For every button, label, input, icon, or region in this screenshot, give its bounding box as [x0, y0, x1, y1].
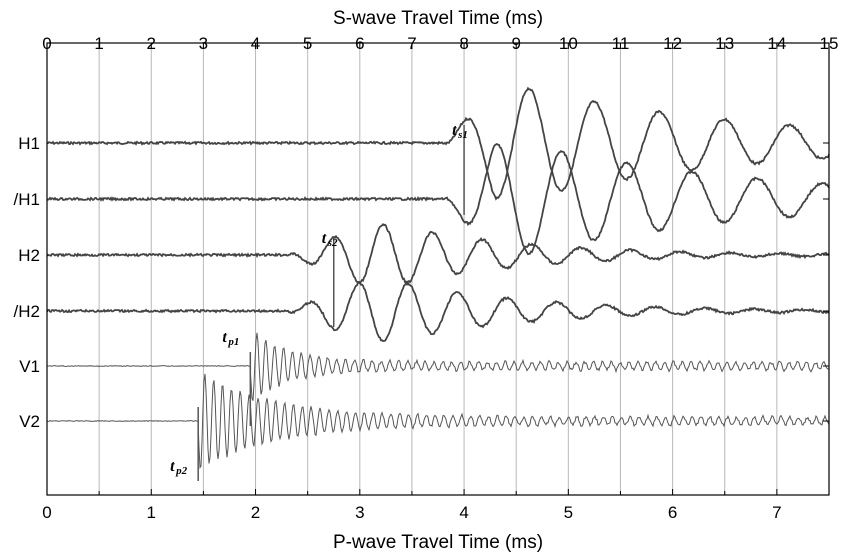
bottom-tick-label: 4	[459, 503, 468, 522]
bottom-tick-label: 2	[251, 503, 260, 522]
pick-label-sub-s2: s2	[327, 237, 338, 249]
top-tick-label: 15	[820, 34, 839, 53]
bottom-tick-label: 6	[668, 503, 677, 522]
top-tick-label: 1	[94, 34, 103, 53]
pick-label-sub-p1: p1	[227, 336, 239, 348]
plot-frame	[46, 42, 830, 496]
trace-label-inv-h1: /H1	[14, 190, 40, 209]
label-layer: 0 1 2 3 4 5 6 7 8 9 10 11 12 13 14 150 1 2 3 4 5 6 7H1/H1H2/H2…	[14, 34, 839, 522]
pick-layer	[197, 125, 465, 481]
top-tick-label: 11	[612, 34, 630, 53]
top-tick-label: 5	[303, 34, 312, 53]
bottom-tick-label: 5	[564, 503, 573, 522]
trace-h1	[46, 86, 830, 201]
top-tick-label: 14	[767, 34, 786, 53]
trace-v2	[46, 373, 830, 469]
bottom-tick-label: 1	[147, 503, 156, 522]
tick-layer	[46, 43, 830, 495]
trace-v1	[46, 332, 830, 401]
bottom-tick-label: 0	[42, 503, 51, 522]
pick-label-p1: t	[222, 329, 227, 346]
top-tick-label: 2	[147, 34, 156, 53]
pick-label-sub-s1: s1	[457, 129, 468, 141]
top-tick-label: 6	[355, 34, 364, 53]
trace-label-h2: H2	[18, 246, 40, 265]
trace-label-inv-h2: /H2	[14, 302, 40, 321]
trace-label-v2: V2	[19, 412, 40, 431]
pick-label-sub-p2: p2	[175, 465, 188, 477]
trace-inv-h1	[46, 143, 830, 256]
top-tick-label: 7	[407, 34, 416, 53]
top-tick-label: 12	[663, 34, 682, 53]
top-tick-label: 10	[559, 34, 578, 53]
trace-label-v1: V1	[19, 357, 40, 376]
grid-layer	[98, 43, 778, 495]
top-tick-label: 0	[42, 34, 51, 53]
bottom-axis-title: P-wave Travel Time (ms)	[333, 532, 543, 553]
top-tick-label: 9	[511, 34, 520, 53]
trace-label-h1: H1	[18, 134, 40, 153]
top-tick-label: 3	[199, 34, 208, 53]
bottom-tick-label: 3	[355, 503, 364, 522]
trace-layer	[46, 86, 830, 469]
top-tick-label: 4	[251, 34, 260, 53]
bottom-tick-label: 7	[772, 503, 781, 522]
top-axis-title: S-wave Travel Time (ms)	[333, 8, 543, 29]
pick-label-s1: t	[452, 122, 457, 139]
top-tick-label: 8	[459, 34, 468, 53]
pick-label-s2: t	[322, 230, 327, 247]
trace-inv-h2	[46, 281, 830, 342]
top-tick-label: 13	[715, 34, 734, 53]
trace-h2	[46, 223, 830, 284]
pick-label-p2: t	[170, 458, 175, 475]
